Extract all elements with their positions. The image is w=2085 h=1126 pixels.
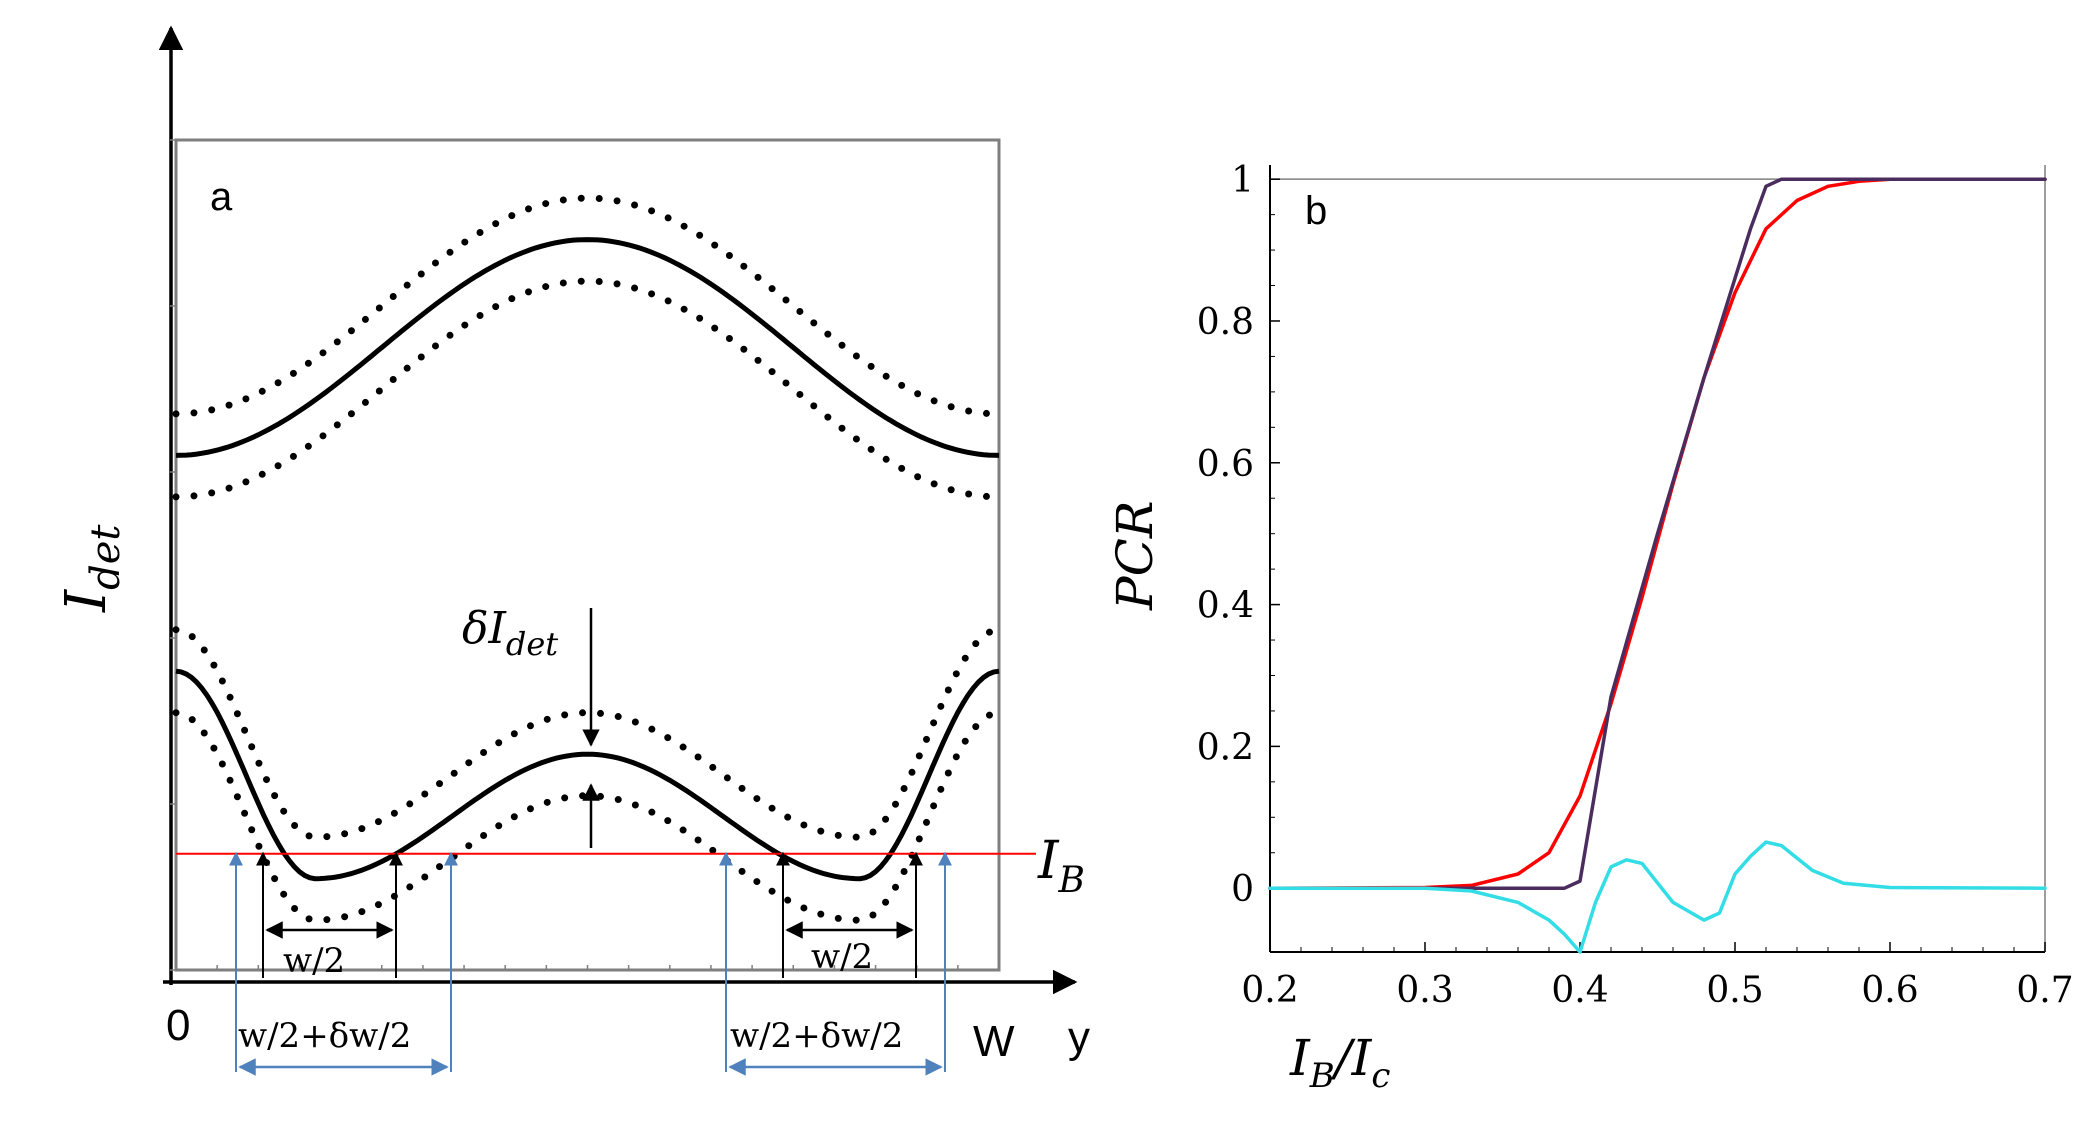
panel-b-ylabel: PCR (1106, 500, 1164, 611)
panel-b-y-tick-label: 0.8 (1197, 302, 1254, 343)
panel-a-curves (172, 194, 1003, 924)
panel-a-label: a (210, 175, 233, 219)
panel-b-label: b (1305, 189, 1327, 233)
panel-b-x-tick-label: 0.5 (1706, 970, 1763, 1011)
panel-b-x-tick-label: 0.3 (1396, 970, 1453, 1011)
panel-a-w-label: W (973, 1017, 1015, 1066)
delta-idet-label: δIdet (462, 603, 558, 663)
w-dw-left-label: w/2+δw/2 (238, 1016, 411, 1056)
panel-a: IB δIdet w/2 w/2 w/2+δw/2 w/2+δw/2 Idet (54, 25, 1090, 1076)
panel-a-curve-lower-dotted-plus (172, 626, 1003, 841)
panel-b-y-tick-label: 0 (1231, 869, 1254, 910)
panel-a-curve-lower-solid (175, 668, 1000, 882)
panel-b: 0.2 0.3 0.4 0.5 0.6 0.7 0 0.2 0.4 0.6 0.8 1 PCR IB/… (1106, 160, 2074, 1096)
panel-b-y-tick-label: 1 (1231, 160, 1254, 201)
w-dw-right-label: w/2+δw/2 (730, 1016, 903, 1056)
panel-a-xlabel: y (1068, 1013, 1090, 1062)
panel-b-x-tick-label: 0.2 (1241, 970, 1298, 1011)
panel-b-ticks: 0.2 0.3 0.4 0.5 0.6 0.7 0 0.2 0.4 0.6 0.8 1 (1197, 160, 2074, 1011)
panel-a-ticks (170, 139, 1000, 971)
w-half-right-label: w/2 (811, 937, 873, 977)
panel-a-curve-lower-dotted-minus (172, 709, 1003, 924)
panel-b-frame (1270, 165, 2045, 952)
panel-b-series-purple-piecewise (1268, 177, 2047, 890)
panel-b-y-tick-label: 0.2 (1197, 727, 1254, 768)
w-half-left-label: w/2 (283, 941, 345, 981)
panel-b-series-cyan-difference (1268, 840, 2047, 954)
panel-a-ylabel: Idet (54, 524, 129, 613)
panel-a-curve-upper-dotted-plus (172, 194, 1003, 418)
panel-b-y-tick-label: 0.6 (1197, 444, 1254, 485)
panel-a-curve-upper-dotted-minus (172, 277, 1003, 501)
panel-b-xlabel: IB/Ic (1289, 1029, 1390, 1096)
panel-b-x-tick-label: 0.7 (2016, 970, 2073, 1011)
panel-b-y-tick-label: 0.4 (1197, 586, 1254, 627)
bias-level-label: IB (1037, 831, 1085, 901)
panel-a-curve-upper-solid (175, 237, 1000, 458)
panel-b-series (1268, 177, 2047, 954)
panel-a-frame (174, 138, 1001, 972)
panel-a-origin-label: 0 (166, 1001, 190, 1050)
panel-b-x-tick-label: 0.4 (1551, 970, 1608, 1011)
panel-b-x-tick-label: 0.6 (1861, 970, 1918, 1011)
